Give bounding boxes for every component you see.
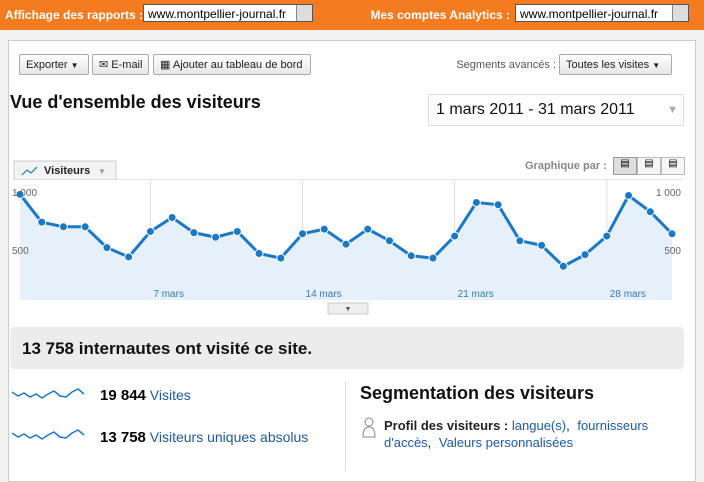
point xyxy=(211,232,221,242)
graph-month-button[interactable]: ▤ xyxy=(661,157,685,175)
accounts-label: Mes comptes Analytics : xyxy=(370,8,510,22)
top-bar: Affichage des rapports : www.montpellier… xyxy=(0,0,704,30)
profile-label: Profil des visiteurs : xyxy=(384,418,509,433)
segment-link[interactable]: langue(s) xyxy=(512,418,574,433)
export-button[interactable]: Exporter ▼ xyxy=(19,54,89,75)
point xyxy=(124,252,134,262)
point xyxy=(341,239,351,249)
button-label: Ajouter au tableau de bord xyxy=(172,59,303,71)
handle-arrow: ▼ xyxy=(345,306,352,313)
point xyxy=(580,250,590,260)
point xyxy=(102,243,112,253)
point xyxy=(319,224,329,234)
point xyxy=(428,253,438,263)
chart-resize-handle[interactable] xyxy=(327,302,369,315)
metric-row: 19 844 Visites xyxy=(100,387,191,404)
point xyxy=(189,228,199,238)
report-select[interactable]: www.montpellier-journal.fr xyxy=(143,4,313,22)
date-range[interactable]: 1 mars 2011 - 31 mars 2011 ▼ xyxy=(428,94,684,126)
y-tick-label: 1 000 xyxy=(12,188,37,199)
point xyxy=(537,240,547,250)
sparkline xyxy=(12,429,85,440)
y-tick-label: 500 xyxy=(12,246,29,257)
point xyxy=(15,189,25,199)
email-button[interactable]: ✉ E-mail xyxy=(92,54,149,75)
segments-value: Toutes les visites xyxy=(566,59,650,71)
segmentation-title: Segmentation des visiteurs xyxy=(360,383,595,403)
x-tick-label: 7 mars xyxy=(153,289,184,300)
segments-select[interactable]: Toutes les visites ▼ xyxy=(559,54,672,75)
x-tick-label: 21 mars xyxy=(458,289,494,300)
point xyxy=(471,197,481,207)
point xyxy=(363,224,373,234)
point xyxy=(515,236,525,246)
dashboard-button[interactable]: ▦ Ajouter au tableau de bord xyxy=(153,54,311,75)
point xyxy=(80,222,90,232)
divider xyxy=(345,381,346,471)
metric-value: 19 844 xyxy=(100,387,146,404)
point xyxy=(558,261,568,271)
tab-arrow: ▼ xyxy=(98,167,106,176)
page-title: Vue d'ensemble des visiteurs xyxy=(10,92,261,112)
point xyxy=(276,253,286,263)
date-range-text: 1 mars 2011 - 31 mars 2011 xyxy=(436,101,635,118)
button-label: Exporter xyxy=(26,59,68,71)
segmentation-profile: Profil des visiteurs : langue(s) fournis… xyxy=(384,417,694,451)
graph-day-button[interactable]: ▤ xyxy=(613,157,637,175)
point xyxy=(37,217,47,227)
point xyxy=(167,213,177,223)
segment-link[interactable]: Valeurs personnalisées xyxy=(438,435,574,450)
accounts-select[interactable]: www.montpellier-journal.fr xyxy=(515,4,689,22)
point xyxy=(384,236,394,246)
sparkline xyxy=(12,388,85,399)
y-tick-label: 1 000 xyxy=(656,188,681,199)
point xyxy=(232,226,242,236)
graph-week-button[interactable]: ▤ xyxy=(637,157,661,175)
point xyxy=(145,226,155,236)
x-tick-label: 14 mars xyxy=(306,289,342,300)
sparklines xyxy=(12,388,85,440)
metric-link[interactable]: Visiteurs uniques absolus xyxy=(149,429,309,445)
point xyxy=(624,190,634,200)
y-tick-label: 500 xyxy=(664,246,681,257)
chart: Visiteurs ▼ 7 mars 14 mars 21 mars 28 mars 5… xyxy=(12,160,684,315)
x-tick-label: 28 mars xyxy=(610,289,646,300)
metric-value: 13 758 xyxy=(100,429,146,446)
report-label: Affichage des rapports : xyxy=(5,8,144,22)
summary-text: 13 758 internautes ont visité ce site. xyxy=(22,339,313,358)
point xyxy=(450,231,460,241)
point xyxy=(406,251,416,261)
point xyxy=(645,207,655,217)
point xyxy=(298,229,308,239)
summary-box: 13 758 internautes ont visité ce site. xyxy=(10,327,684,369)
button-label: E-mail xyxy=(111,59,143,71)
point xyxy=(493,200,503,210)
point xyxy=(667,229,677,239)
legend-entry: Visiteurs xyxy=(44,165,90,177)
metric-link[interactable]: Visites xyxy=(149,387,191,403)
tab-icon xyxy=(21,166,38,176)
point xyxy=(58,222,68,232)
segments-label: Segments avancés : xyxy=(456,59,556,71)
metric-row: 13 758 Visiteurs uniques absolus xyxy=(100,426,325,449)
point xyxy=(254,248,264,258)
point xyxy=(602,231,612,241)
graph-by-label: Graphique par : xyxy=(525,160,607,172)
person-icon xyxy=(362,417,376,438)
